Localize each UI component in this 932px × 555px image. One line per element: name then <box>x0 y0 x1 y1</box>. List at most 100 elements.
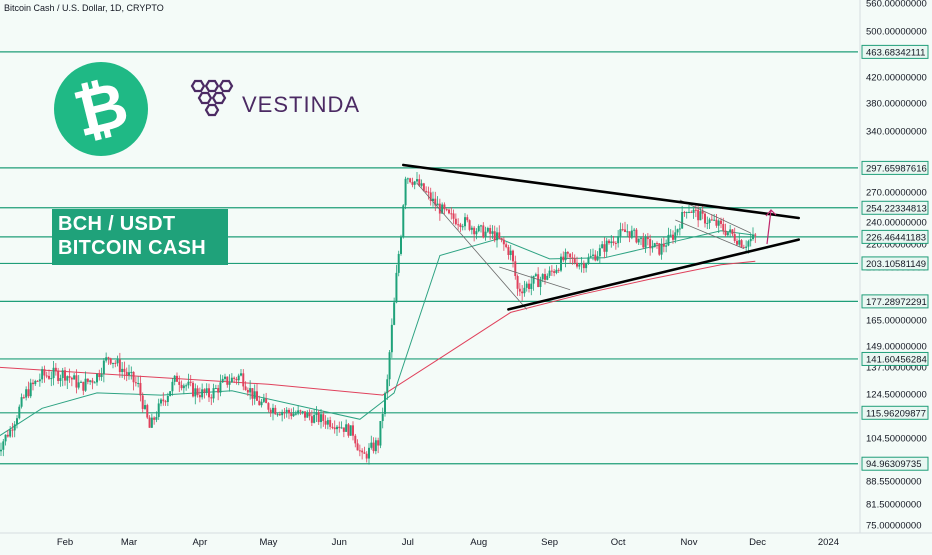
candle-body <box>203 389 206 393</box>
candle-body <box>36 380 39 382</box>
trendline-lower <box>507 238 801 311</box>
candle-body <box>448 209 450 214</box>
candle-body <box>269 409 272 414</box>
candle-body <box>237 375 240 381</box>
breakout-arrow <box>766 209 772 245</box>
candle-body <box>512 250 514 262</box>
brand-logo: VESTINDA <box>186 78 359 126</box>
candle-body <box>546 275 549 280</box>
candle-body <box>569 253 572 258</box>
candle-body <box>82 381 85 391</box>
candle-body <box>70 377 73 380</box>
candle-body <box>246 389 249 393</box>
candle-body <box>560 256 562 271</box>
candle-body <box>592 254 594 256</box>
candle-body <box>429 192 432 202</box>
candle-body <box>692 209 695 213</box>
candle-body <box>2 441 5 450</box>
candle-body <box>322 414 325 421</box>
candle-body <box>208 388 210 398</box>
candle-body <box>235 378 238 381</box>
candle-body <box>171 381 174 392</box>
candle-body <box>665 245 668 247</box>
candle-body <box>640 237 642 239</box>
candle-body <box>22 397 25 399</box>
candle-body <box>260 401 263 406</box>
candle-body <box>288 409 290 414</box>
candle-body <box>66 376 69 381</box>
title-pair: BCH / USDT <box>58 213 176 235</box>
candle-body <box>608 240 610 244</box>
x-tick-label: Dec <box>749 537 766 548</box>
candle-body <box>477 226 480 232</box>
candle-body <box>384 393 386 414</box>
candle-body <box>226 376 229 385</box>
candle-body <box>75 375 78 388</box>
candle-body <box>720 220 722 224</box>
candle-body <box>329 420 332 427</box>
candle-body <box>320 414 322 423</box>
level-tag <box>861 200 929 215</box>
candle-body <box>733 234 736 241</box>
level-tag-label: 226.46441183 <box>866 232 926 243</box>
candle-body <box>630 230 633 238</box>
level-tag <box>861 229 929 244</box>
candle-body <box>491 231 494 234</box>
candle-body <box>301 411 304 413</box>
candle-body <box>480 225 482 227</box>
candle-body <box>633 229 636 231</box>
candle-body <box>253 391 256 399</box>
candle-body <box>304 411 306 418</box>
candle-body <box>134 382 137 384</box>
candle-body <box>340 427 343 429</box>
candle-body <box>626 231 629 233</box>
candle-body <box>710 219 713 221</box>
candle-body <box>507 247 510 256</box>
candle-body <box>342 427 345 432</box>
candle-body <box>244 386 247 390</box>
candle-body <box>443 204 446 210</box>
candle-body <box>470 227 473 230</box>
x-tick-label: Sep <box>541 537 558 548</box>
y-tick-label: 270.00000000 <box>866 188 927 199</box>
x-tick-label: Apr <box>192 537 207 548</box>
candle-body <box>125 371 128 376</box>
candle-body <box>605 240 608 252</box>
channel-line <box>499 266 571 291</box>
candle-body <box>500 238 503 240</box>
candle-body <box>11 429 14 431</box>
candle-body <box>299 410 302 412</box>
candle-body <box>205 388 208 393</box>
candle-body <box>338 426 341 429</box>
level-tag-label: 94.96309735 <box>866 459 921 470</box>
candle-body <box>706 222 709 224</box>
candle-body <box>612 241 615 243</box>
x-tick-label: Aug <box>470 537 487 548</box>
candle-body <box>317 412 320 423</box>
candle-body <box>363 452 366 454</box>
candle-body <box>539 279 542 288</box>
candle-body <box>52 367 55 379</box>
candle-body <box>214 388 217 390</box>
candle-body <box>662 243 665 247</box>
candle-body <box>315 412 318 415</box>
candle-body <box>713 219 716 221</box>
candle-body <box>132 371 135 383</box>
candle-body <box>272 407 274 414</box>
level-tag-label: 463.68342111 <box>866 47 925 58</box>
candle-body <box>427 191 430 193</box>
y-tick-label: 137.00000000 <box>866 363 927 374</box>
candle-body <box>84 378 87 391</box>
candle-body <box>482 225 485 238</box>
candle-body <box>48 375 50 379</box>
candle-body <box>475 231 478 235</box>
candle-body <box>73 375 76 380</box>
candle-body <box>452 213 455 219</box>
candle-body <box>594 254 597 261</box>
candle-body <box>468 220 471 230</box>
candle-body <box>571 257 574 259</box>
title-box: BCH / USDT BITCOIN CASH <box>52 209 228 265</box>
candle-body <box>386 379 389 394</box>
candle-body <box>667 234 670 246</box>
